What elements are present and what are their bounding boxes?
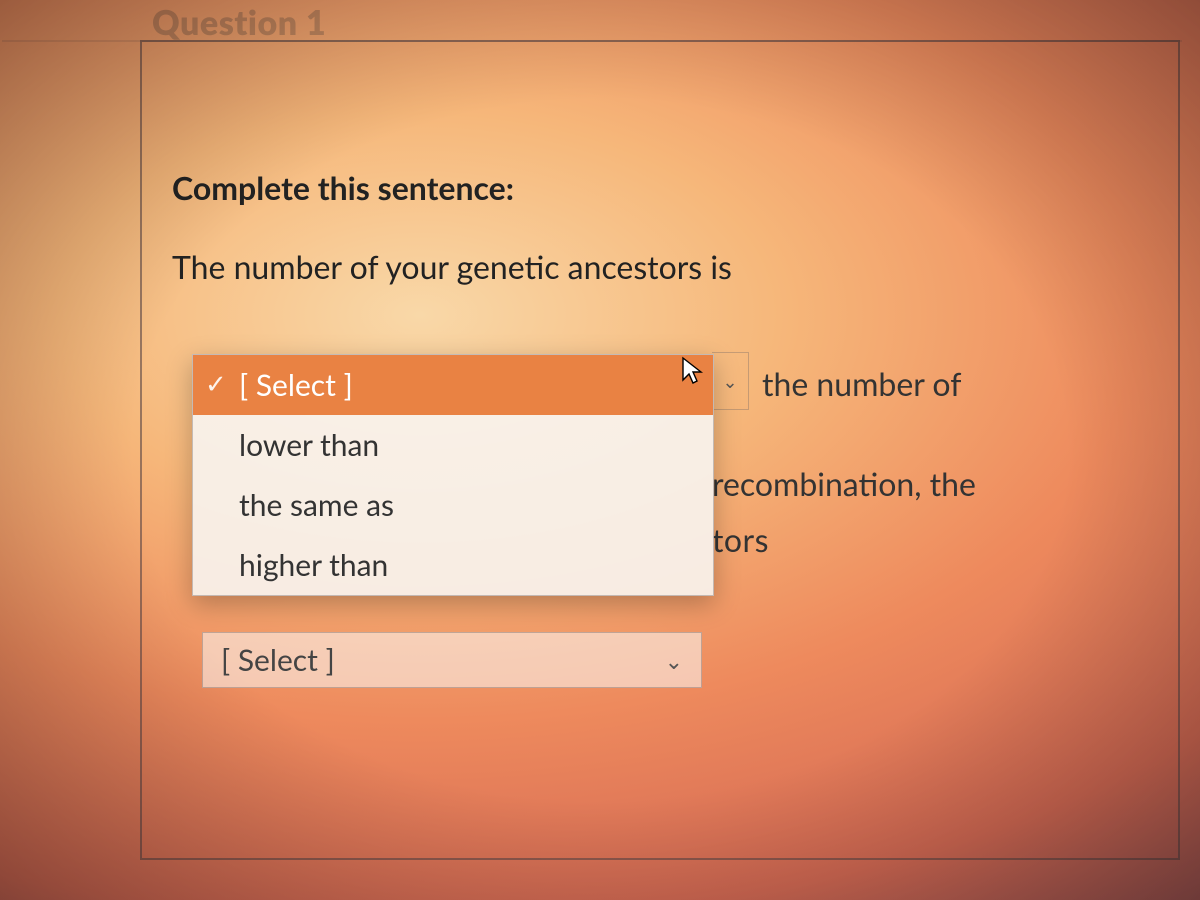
select-1-placeholder-label: [ Select ] [239,367,353,403]
chevron-down-icon: ⌄ [665,643,683,678]
option-label: lower than [239,427,379,463]
select-2[interactable]: [ Select ] ⌄ [202,632,702,688]
prompt-text: Complete this sentence: [172,162,1148,213]
sentence-lead: The number of your genetic ancestors is [172,241,1148,292]
select-1-dropdown[interactable]: ✓ [ Select ] lower than the same as high… [192,354,714,596]
select-1-option-0[interactable]: lower than [193,415,713,475]
option-label: the same as [239,487,394,523]
select-1-option-1[interactable]: the same as [193,475,713,535]
sentence-fragment-3: tors [712,514,769,565]
select-1-placeholder-row[interactable]: ✓ [ Select ] [193,355,713,415]
sentence-fragment-2: recombination, the [712,458,976,509]
chevron-down-icon: ⌄ [722,367,737,396]
checkmark-icon: ✓ [205,363,227,405]
question-body: Complete this sentence: The number of yo… [142,42,1178,332]
sentence-fragment-1: the number of [762,358,961,409]
select-1-option-2[interactable]: higher than [193,535,713,595]
select-1-collapsed-edge[interactable]: ⌄ [712,352,749,410]
question-header: Question 1 [2,2,1182,42]
select-2-placeholder: [ Select ] [221,636,335,684]
option-label: higher than [239,547,388,583]
question-title: Question 1 [152,2,326,42]
question-card: Question 1 Complete this sentence: The n… [140,40,1180,860]
